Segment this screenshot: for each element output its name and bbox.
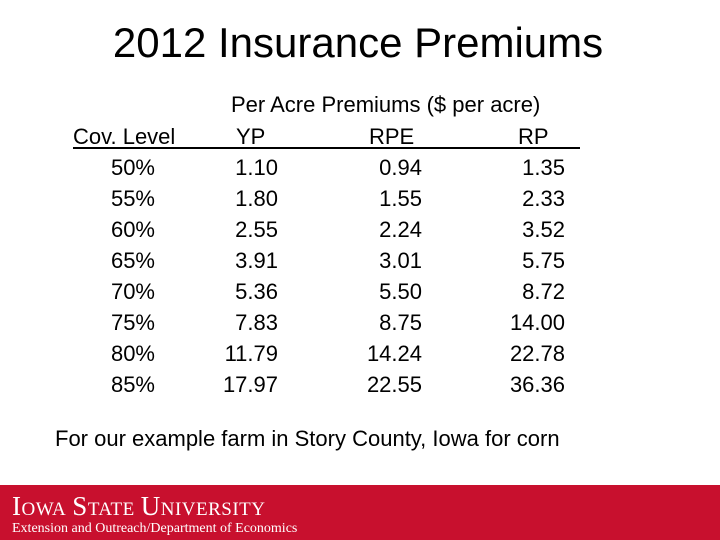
cell-rp: 36.36 — [509, 372, 565, 397]
header-underline — [73, 147, 580, 149]
cell-rp: 14.00 — [509, 310, 565, 335]
university-logo: IOWA STATE UNIVERSITY — [12, 491, 266, 522]
university-name: IOWA STATE UNIVERSITY — [12, 491, 266, 521]
cell-rpe: 3.01 — [379, 248, 422, 273]
cell-rpe: 22.55 — [366, 372, 422, 397]
cell-yp: 1.80 — [235, 186, 278, 211]
cell-rp: 2.33 — [522, 186, 565, 211]
cell-yp: 3.91 — [235, 248, 278, 273]
table-subtitle: Per Acre Premiums ($ per acre) — [231, 92, 541, 117]
cell-yp: 7.83 — [235, 310, 278, 335]
cell-coverage: 65% — [110, 248, 155, 273]
cell-yp: 1.10 — [235, 155, 278, 180]
cell-coverage: 60% — [110, 217, 155, 242]
header-rpe: RPE — [369, 124, 415, 149]
cell-rpe: 5.50 — [379, 279, 422, 304]
header-yp: YP — [236, 124, 266, 149]
cell-yp: 17.97 — [222, 372, 278, 397]
cell-rpe: 0.94 — [379, 155, 422, 180]
cell-yp: 5.36 — [235, 279, 278, 304]
footnote: For our example farm in Story County, Io… — [55, 426, 560, 451]
cell-coverage: 70% — [110, 279, 155, 304]
cell-coverage: 85% — [110, 372, 155, 397]
slide-title: 2012 Insurance Premiums — [112, 19, 604, 66]
cell-coverage: 75% — [110, 310, 155, 335]
cell-yp: 11.79 — [224, 341, 278, 366]
cell-rpe: 2.24 — [379, 217, 422, 242]
cell-coverage: 50% — [110, 155, 155, 180]
cell-rp: 5.75 — [522, 248, 565, 273]
cell-rp: 3.52 — [522, 217, 565, 242]
cell-rpe: 1.55 — [379, 186, 422, 211]
footer-bar — [0, 485, 720, 540]
cell-rp: 22.78 — [509, 341, 565, 366]
cell-rp: 1.35 — [522, 155, 565, 180]
header-rp: RP — [518, 124, 549, 149]
department-name: Extension and Outreach/Department of Eco… — [12, 521, 298, 536]
cell-rpe: 14.24 — [366, 341, 422, 366]
cell-coverage: 55% — [110, 186, 155, 211]
cell-rp: 8.72 — [522, 279, 565, 304]
cell-rpe: 8.75 — [379, 310, 422, 335]
header-coverage-level: Cov. Level — [73, 124, 176, 149]
cell-yp: 2.55 — [235, 217, 278, 242]
cell-coverage: 80% — [110, 341, 155, 366]
